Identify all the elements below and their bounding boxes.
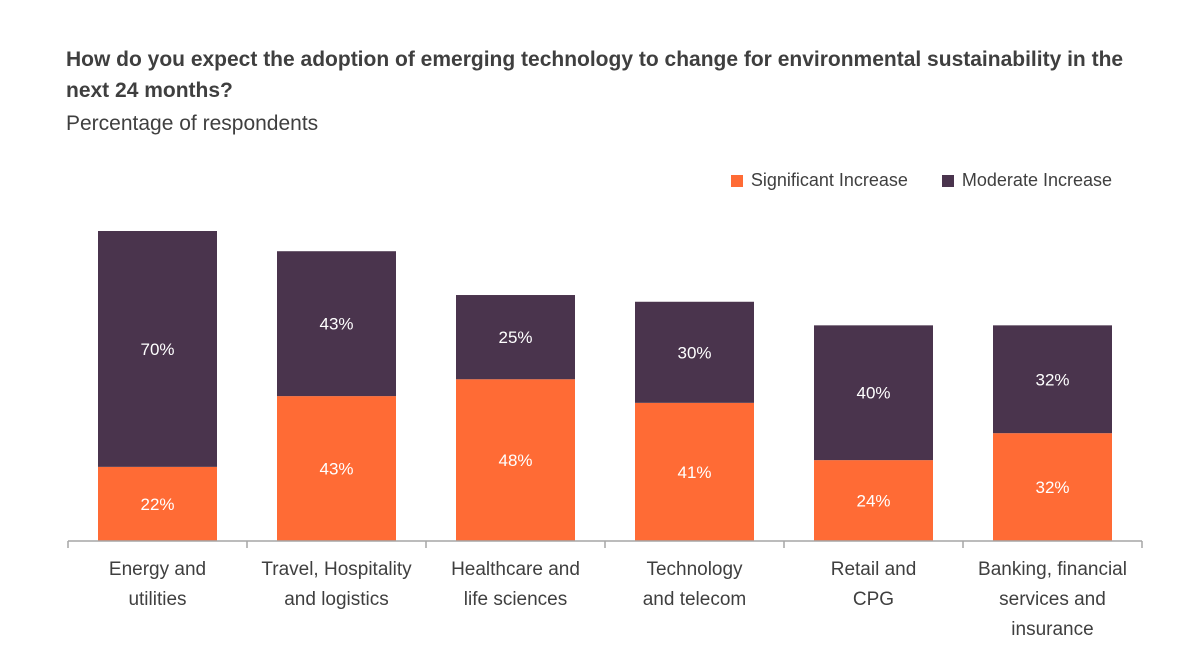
data-label-moderate-3: 30% <box>677 343 711 362</box>
legend-swatch-significant <box>730 174 743 187</box>
data-label-moderate-1: 43% <box>319 315 353 334</box>
category-label-0-line-0: Energy and <box>109 559 206 580</box>
bar-moderate-1 <box>277 251 396 397</box>
legend-item-significant: Significant Increase <box>730 170 908 191</box>
data-label-moderate-0: 70% <box>140 340 174 359</box>
bar-significant-0 <box>98 466 217 541</box>
data-label-significant-5: 32% <box>1035 478 1069 497</box>
category-label-5-line-0: Banking, financial <box>978 559 1127 580</box>
bar-moderate-2 <box>456 295 575 380</box>
category-label-5-line-1: services and <box>999 589 1106 610</box>
chart-title: How do you expect the adoption of emergi… <box>66 48 1124 102</box>
legend-swatch-moderate <box>941 174 954 187</box>
bar-significant-2 <box>456 379 575 541</box>
data-label-moderate-5: 32% <box>1035 370 1069 389</box>
category-label-0-line-1: utilities <box>128 589 186 610</box>
bar-significant-3 <box>635 402 754 541</box>
category-label-4-line-0: Retail and <box>831 559 917 580</box>
bar-significant-5 <box>993 433 1112 541</box>
chart-legend: Significant Increase Moderate Increase <box>697 170 1112 191</box>
data-label-significant-1: 43% <box>319 460 353 479</box>
category-label-4-line-1: CPG <box>853 589 894 610</box>
category-label-3-line-1: and telecom <box>643 589 747 610</box>
category-label-2-line-0: Healthcare and <box>451 559 580 580</box>
legend-item-moderate: Moderate Increase <box>941 170 1112 191</box>
bar-significant-4 <box>814 460 933 541</box>
data-label-moderate-2: 25% <box>498 328 532 347</box>
bar-moderate-0 <box>98 231 217 467</box>
category-label-5-line-2: insurance <box>1011 619 1093 640</box>
data-label-significant-3: 41% <box>677 463 711 482</box>
bar-moderate-4 <box>814 325 933 461</box>
bar-significant-1 <box>277 396 396 541</box>
data-label-significant-0: 22% <box>140 495 174 514</box>
category-label-1-line-1: and logistics <box>284 589 389 610</box>
bar-moderate-5 <box>993 325 1112 434</box>
legend-label-moderate: Moderate Increase <box>961 170 1112 190</box>
data-label-significant-2: 48% <box>498 451 532 470</box>
data-label-moderate-4: 40% <box>856 384 890 403</box>
category-label-3-line-0: Technology <box>646 559 743 580</box>
category-label-1-line-0: Travel, Hospitality <box>261 559 412 580</box>
data-label-significant-4: 24% <box>856 492 890 511</box>
bar-moderate-3 <box>635 301 754 403</box>
chart-subtitle: Percentage of respondents <box>66 112 319 135</box>
legend-label-significant: Significant Increase <box>750 170 908 190</box>
category-label-2-line-1: life sciences <box>464 589 568 610</box>
